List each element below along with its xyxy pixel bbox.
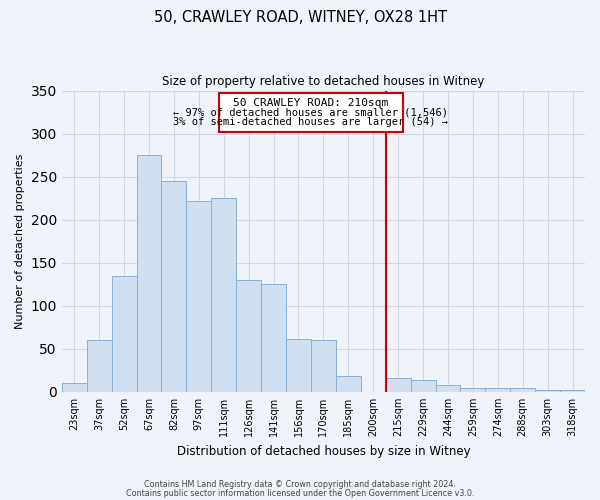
- Bar: [311, 340, 336, 392]
- Text: Contains HM Land Registry data © Crown copyright and database right 2024.: Contains HM Land Registry data © Crown c…: [144, 480, 456, 489]
- Bar: [236, 280, 261, 392]
- Bar: [436, 385, 460, 392]
- Title: Size of property relative to detached houses in Witney: Size of property relative to detached ho…: [162, 75, 485, 88]
- Bar: [187, 201, 211, 392]
- Bar: [386, 378, 410, 392]
- Bar: [261, 284, 286, 392]
- Bar: [87, 340, 112, 392]
- Y-axis label: Number of detached properties: Number of detached properties: [15, 154, 25, 329]
- Bar: [137, 155, 161, 392]
- Bar: [410, 380, 436, 392]
- Bar: [62, 384, 87, 392]
- Bar: [336, 376, 361, 392]
- Bar: [211, 198, 236, 392]
- Text: Contains public sector information licensed under the Open Government Licence v3: Contains public sector information licen…: [126, 488, 474, 498]
- Text: ← 97% of detached houses are smaller (1,546): ← 97% of detached houses are smaller (1,…: [173, 108, 448, 118]
- Bar: [485, 388, 510, 392]
- Bar: [112, 276, 137, 392]
- X-axis label: Distribution of detached houses by size in Witney: Distribution of detached houses by size …: [176, 444, 470, 458]
- Bar: [560, 390, 585, 392]
- Bar: [460, 388, 485, 392]
- Text: 50 CRAWLEY ROAD: 210sqm: 50 CRAWLEY ROAD: 210sqm: [233, 98, 389, 108]
- Bar: [510, 388, 535, 392]
- Bar: [161, 181, 187, 392]
- Text: 50, CRAWLEY ROAD, WITNEY, OX28 1HT: 50, CRAWLEY ROAD, WITNEY, OX28 1HT: [154, 10, 446, 25]
- Text: 3% of semi-detached houses are larger (54) →: 3% of semi-detached houses are larger (5…: [173, 117, 448, 127]
- Bar: [286, 338, 311, 392]
- Bar: [535, 390, 560, 392]
- FancyBboxPatch shape: [219, 93, 403, 132]
